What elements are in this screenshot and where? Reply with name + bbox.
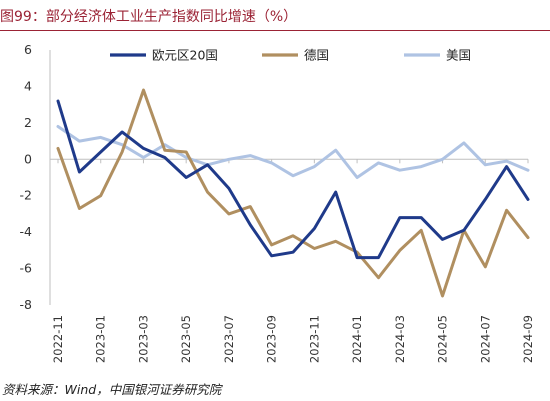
source-note: 资料来源：Wind，中国银河证券研究院: [2, 382, 222, 397]
title-divider: [0, 30, 550, 31]
y-tick-label: 0: [24, 151, 32, 166]
y-tick-label: 6: [24, 42, 32, 57]
series-lines: [56, 88, 530, 298]
x-tick-label: 2023-09: [265, 315, 279, 363]
y-tick-label: 2: [24, 115, 32, 130]
x-axis-ticks: 2022-11 2023-01 2023-03 2023-05 2023-07 2023-…: [51, 159, 535, 363]
x-tick-label: 2023-11: [307, 315, 321, 363]
series-line-1: [56, 88, 530, 298]
x-tick-label: 2024-07: [478, 315, 492, 363]
x-tick-label: 2024-09: [521, 315, 535, 363]
legend-label: 美国: [446, 48, 471, 63]
x-tick-label: 2023-07: [222, 315, 236, 363]
x-tick-label: 2024-03: [393, 315, 407, 363]
series-line-2: [56, 125, 530, 179]
chart-title: 图99：部分经济体工业生产指数同比增速（%）: [0, 9, 298, 25]
y-tick-label: -8: [20, 297, 33, 312]
x-tick-label: 2023-05: [179, 315, 193, 363]
x-tick-label: 2022-11: [51, 315, 65, 363]
y-tick-label: 4: [24, 78, 32, 93]
series-line-0: [56, 99, 530, 260]
legend-label: 德国: [304, 48, 329, 63]
y-tick-label: -6: [20, 261, 33, 276]
y-tick-label: -2: [20, 188, 32, 203]
legend-label: 欧元区20国: [152, 48, 218, 63]
x-tick-label: 2024-01: [350, 315, 364, 363]
x-tick-label: 2024-05: [436, 315, 450, 363]
y-tick-label: -4: [20, 224, 33, 239]
x-tick-label: 2023-03: [136, 315, 150, 363]
x-tick-label: 2023-01: [94, 315, 108, 363]
legend: 欧元区20国 德国 美国: [110, 48, 471, 63]
y-axis-ticks: 6 4 2 0 -2 -4 -6 -8: [20, 42, 33, 312]
